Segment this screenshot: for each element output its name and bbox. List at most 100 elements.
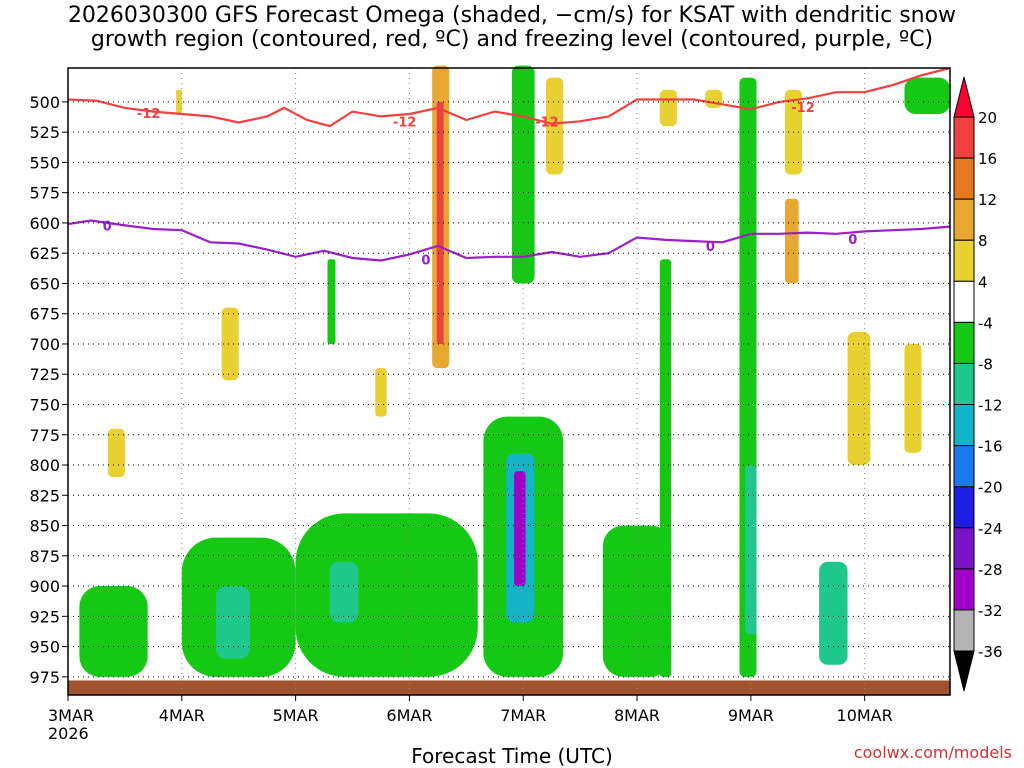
colorbar-segment: [953, 445, 975, 488]
colorbar-bottom-arrow: [953, 650, 975, 692]
colorbar-label: -36: [978, 643, 1003, 661]
y-tick-label: 625: [29, 244, 60, 263]
x-tick-label: 4MAR: [159, 706, 205, 725]
colorbar-segment: [953, 609, 975, 652]
omega-region: [215, 586, 251, 659]
colorbar-segment: [953, 280, 975, 323]
colorbar-segment: [953, 321, 975, 364]
x-tick-label: 5MAR: [273, 706, 319, 725]
x-tick-label: 6MAR: [386, 706, 432, 725]
colorbar-label: 8: [978, 232, 988, 250]
y-tick-label: 950: [29, 638, 60, 657]
colorbar-label: 12: [978, 191, 997, 209]
contour-label-minus12: -12: [137, 107, 161, 122]
watermark: coolwx.com/models: [853, 743, 1012, 762]
omega-region: [784, 198, 799, 284]
y-tick-label: 650: [29, 274, 60, 293]
omega-region: [847, 331, 871, 466]
colorbar-label: -12: [978, 397, 1003, 415]
y-tick-label: 925: [29, 607, 60, 626]
x-year-label: 2026: [48, 724, 89, 743]
omega-region: [511, 65, 535, 284]
x-tick-label: 3MAR: [48, 706, 94, 725]
omega-region: [602, 525, 672, 677]
colorbar-segment: [953, 568, 975, 611]
y-tick-label: 600: [29, 214, 60, 233]
colorbar-label: -8: [978, 355, 993, 373]
y-tick-label: 700: [29, 335, 60, 354]
colorbar-segment: [953, 486, 975, 529]
colorbar-label: -32: [978, 602, 1003, 620]
y-tick-label: 900: [29, 577, 60, 596]
y-tick-label: 525: [29, 123, 60, 142]
axes: 500 525 550 575 600 625 650 675 700 725 750 775 800 8…: [29, 67, 951, 743]
colorbar-label: 20: [978, 109, 997, 127]
colorbar-label: -16: [978, 438, 1003, 456]
colorbar-segment: [953, 527, 975, 570]
y-tick-label: 725: [29, 365, 60, 384]
contour-label-zero: 0: [103, 220, 112, 235]
colorbar-label: -4: [978, 314, 993, 332]
freezing-level-contour: [67, 219, 951, 262]
colorbar-segment: [953, 157, 975, 200]
y-tick-label: 575: [29, 184, 60, 203]
omega-region: [221, 307, 239, 381]
omega-region: [819, 561, 848, 665]
y-tick-label: 500: [29, 93, 60, 112]
dgz-minus12-contour: [67, 66, 951, 128]
x-axis-label: Forecast Time (UTC): [411, 744, 613, 768]
chart-title: 2026030300 GFS Forecast Omega (shaded, −…: [0, 4, 1024, 52]
plot-area: -12 -12 -12 -12 0 0 0 0: [67, 65, 951, 695]
title-line-2: growth region (contoured, red, ºC) and f…: [90, 27, 934, 52]
y-tick-label: 975: [29, 668, 60, 687]
omega-region: [904, 343, 922, 453]
colorbar-segment: [953, 404, 975, 447]
contour-label-zero: 0: [706, 240, 715, 255]
omega-region: [705, 89, 723, 108]
y-tick-label: 850: [29, 517, 60, 536]
omega-region: [327, 259, 336, 344]
y-tick-label: 875: [29, 547, 60, 566]
omega-region: [295, 513, 478, 677]
omega-region: [659, 259, 672, 677]
contour-label-minus12: -12: [791, 101, 815, 116]
contour-label-minus12: -12: [393, 115, 417, 130]
omega-region: [745, 465, 757, 635]
contour-label-zero: 0: [848, 233, 857, 248]
omega-region: [904, 77, 950, 114]
contour-label-zero: 0: [421, 253, 430, 268]
x-tick-label: 8MAR: [614, 706, 660, 725]
y-tick-label: 825: [29, 486, 60, 505]
ground-strip: [68, 680, 950, 695]
omega-region: [659, 89, 677, 127]
omega-region: [79, 586, 148, 677]
colorbar-segment: [953, 198, 975, 241]
y-tick-label: 750: [29, 395, 60, 414]
colorbar-label: 16: [978, 150, 997, 168]
colorbar-label: -20: [978, 479, 1003, 497]
contour-label-minus12: -12: [535, 115, 559, 130]
x-tick-label: 9MAR: [728, 706, 774, 725]
y-tick-label: 675: [29, 305, 60, 324]
colorbar-segment: [953, 362, 975, 406]
colorbar: 20 16 12 8 4 -4 -8 -12 -16 -20 -24 -28 -32 -36: [953, 76, 1003, 692]
omega-region: [375, 368, 387, 417]
omega-region: [329, 561, 359, 623]
omega-region: [436, 101, 444, 344]
plot-frame: [67, 67, 951, 696]
y-tick-label: 800: [29, 456, 60, 475]
y-tick-label: 775: [29, 426, 60, 445]
colorbar-label: -24: [978, 520, 1003, 538]
omega-region: [107, 428, 125, 478]
colorbar-segment: [953, 116, 975, 159]
y-tick-label: 550: [29, 153, 60, 172]
x-tick-label: 7MAR: [500, 706, 546, 725]
title-line-1: 2026030300 GFS Forecast Omega (shaded, −…: [67, 3, 957, 28]
colorbar-label: -28: [978, 561, 1003, 579]
colorbar-segment: [953, 239, 975, 282]
colorbar-top-arrow: [953, 76, 975, 118]
x-tick-label: 10MAR: [837, 706, 893, 725]
colorbar-label: 4: [978, 273, 988, 291]
omega-region: [514, 471, 526, 587]
